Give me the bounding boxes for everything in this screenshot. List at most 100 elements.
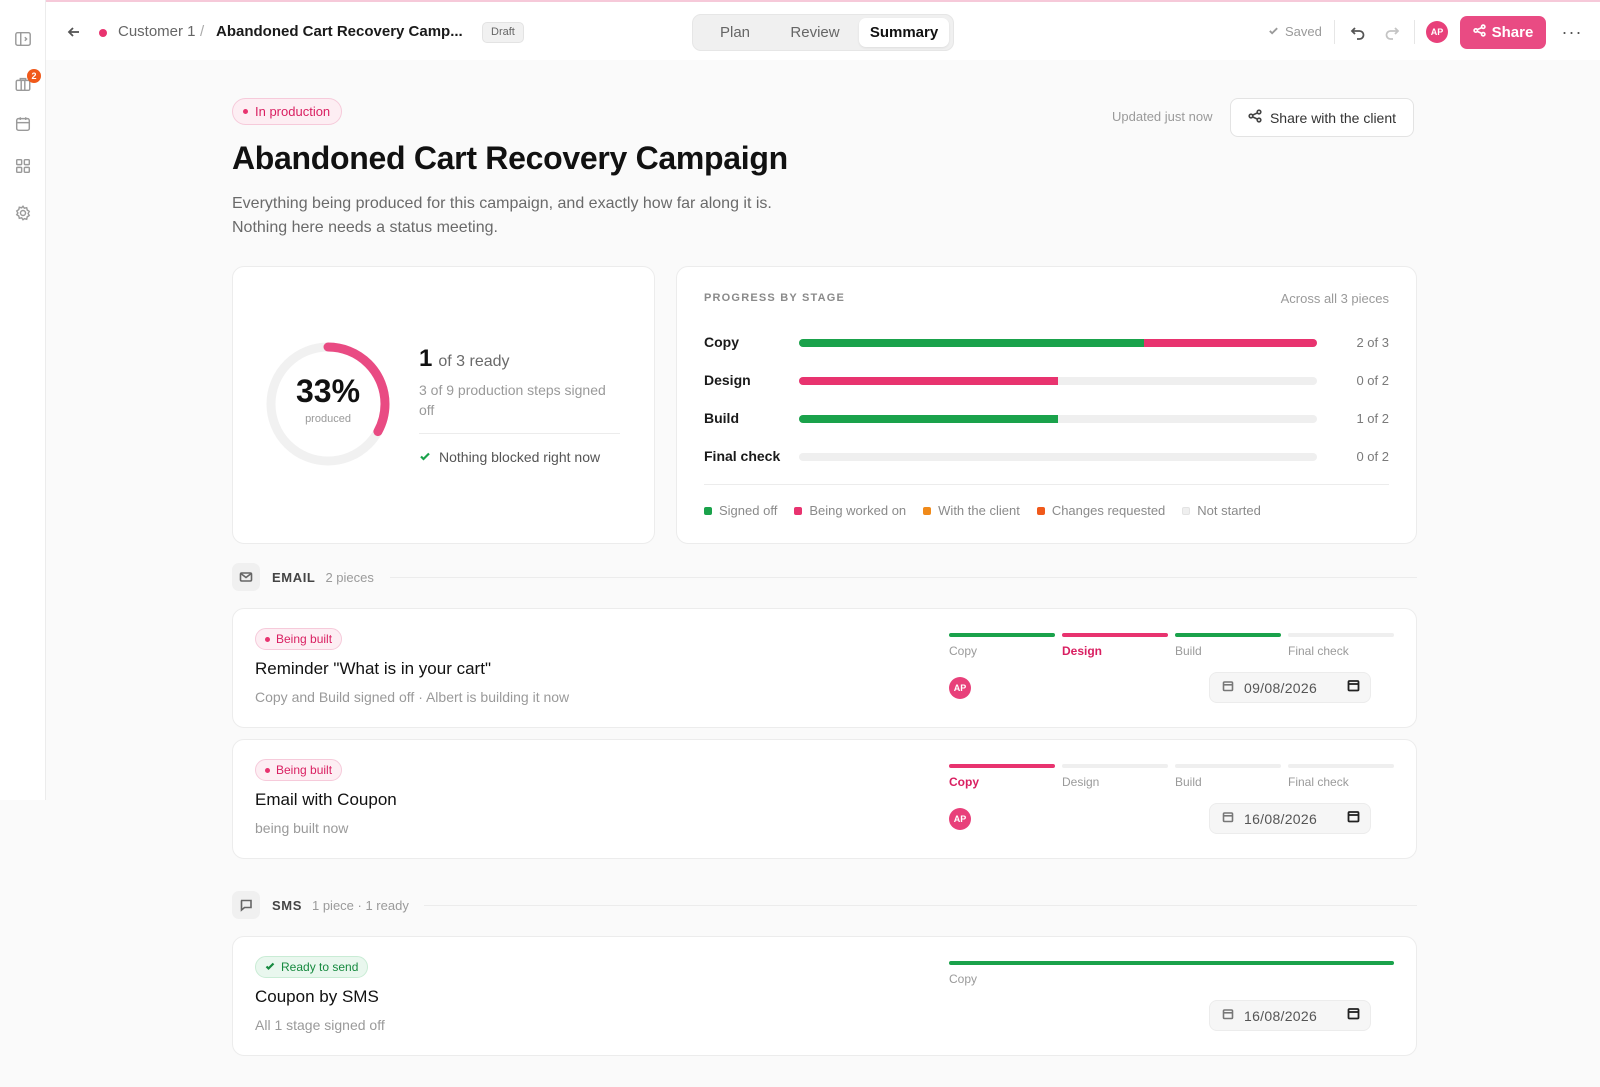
piece-stage: Build (1175, 764, 1281, 794)
due-date-field[interactable]: 16/08/2026 (1209, 803, 1371, 834)
tab-review[interactable]: Review (790, 24, 840, 41)
due-date-value: 16/08/2026 (1244, 1007, 1318, 1024)
donut-chart (266, 342, 390, 466)
percent-produced-label: produced (305, 413, 351, 425)
date-picker-icon[interactable] (1347, 679, 1360, 697)
ready-count: 1 of 3 ready (419, 345, 510, 373)
toolbar-divider (1334, 20, 1335, 44)
stage-progress-track (799, 377, 1317, 385)
email-section-header: EMAIL 2 pieces (232, 563, 374, 591)
steps-signed-off: 3 of 9 production steps signed off (419, 382, 606, 418)
piece-title: Coupon by SMS (255, 987, 379, 1006)
production-summary-card: 33% produced 1 of 3 ready 3 of 9 product… (232, 266, 655, 544)
due-date-field[interactable]: 16/08/2026 (1209, 1000, 1371, 1031)
stage-label: Copy (949, 775, 979, 789)
share-button[interactable]: Share (1460, 16, 1546, 49)
undo-icon[interactable] (1348, 22, 1368, 42)
stage-legend: Signed off Being worked on With the clie… (704, 503, 1261, 518)
stage-bar (949, 764, 1055, 768)
stage-label: Final check (1288, 775, 1349, 789)
breadcrumb-separator: / (200, 23, 205, 40)
percent-produced: 33% (295, 373, 361, 409)
segment-being-worked-on (1144, 339, 1317, 347)
user-avatar[interactable]: AP (1426, 21, 1448, 43)
campaign-status-badge: In production (232, 98, 343, 125)
legend-item: Changes requested (1036, 503, 1165, 518)
piece-subtitle: being built now (255, 820, 349, 836)
due-date-value: 16/08/2026 (1244, 810, 1318, 827)
divider (704, 484, 1389, 485)
stage-row-final-check: Final check 0 of 2 (704, 446, 1389, 466)
section-count: 2 pieces (325, 569, 374, 585)
divider (390, 577, 1417, 578)
assignee-avatar[interactable]: AP (949, 808, 971, 830)
piece-card[interactable]: Being built Reminder "What is in your ca… (232, 608, 1417, 728)
stage-label: Copy (949, 644, 978, 658)
stage-bar (1175, 764, 1281, 768)
stage-name: Design (704, 372, 751, 388)
donut-progress-arc (266, 342, 390, 466)
piece-title: Reminder "What is in your cart" (255, 659, 491, 678)
legend-item: Signed off (704, 503, 777, 518)
calendar-icon (1222, 810, 1234, 828)
page-description: Everything being produced for this campa… (232, 192, 772, 240)
piece-subtitle: Copy and Build signed off · Albert is bu… (255, 689, 570, 705)
assignee-avatar[interactable]: AP (949, 677, 971, 699)
stage-label: Final check (1288, 644, 1349, 658)
piece-stage: Copy (949, 633, 1055, 663)
divider (419, 433, 620, 434)
stage-bar (1062, 764, 1168, 768)
stage-bar (1062, 633, 1168, 637)
stage-bar (1175, 633, 1281, 637)
left-sidebar: 2 (0, 0, 46, 800)
section-count: 1 piece · 1 ready (311, 897, 409, 913)
date-picker-icon[interactable] (1347, 1007, 1360, 1025)
legend-label: Signed off (719, 503, 778, 518)
date-picker-icon[interactable] (1347, 810, 1360, 828)
customer-status-dot (99, 29, 107, 37)
piece-stage: Build (1175, 633, 1281, 663)
stage-label: Build (1175, 644, 1202, 658)
section-name: EMAIL (272, 569, 316, 585)
share-with-client-button[interactable]: Share with the client (1230, 98, 1414, 137)
piece-stage: Copy (949, 764, 1055, 794)
legend-label: Not started (1197, 503, 1261, 518)
share-icon (1248, 109, 1262, 126)
gear-icon[interactable] (13, 203, 33, 223)
calendar-icon[interactable] (13, 114, 33, 134)
notification-badge: 2 (27, 69, 41, 83)
blocked-status-label: Nothing blocked right now (439, 449, 601, 465)
back-arrow-icon[interactable] (64, 22, 84, 42)
piece-card[interactable]: Being built Email with Coupon being buil… (232, 739, 1417, 859)
briefcase-icon[interactable] (13, 74, 33, 94)
due-date-field[interactable]: 09/08/2026 (1209, 672, 1371, 703)
redo-icon[interactable] (1382, 22, 1402, 42)
share-with-client-label: Share with the client (1269, 109, 1397, 126)
grid-icon[interactable] (13, 156, 33, 176)
stage-count: 0 of 2 (1356, 449, 1389, 464)
tab-plan[interactable]: Plan (719, 24, 751, 41)
check-icon (1268, 24, 1279, 39)
breadcrumb-customer[interactable]: Customer 1 (118, 23, 196, 40)
top-bar: Customer 1 / Abandoned Cart Recovery Cam… (46, 0, 1600, 60)
progress-scope: Across all 3 pieces (1280, 291, 1389, 306)
legend-swatch (1036, 506, 1045, 515)
chat-bubble-icon (232, 891, 260, 919)
more-options-icon[interactable]: ··· (1561, 21, 1583, 42)
legend-swatch (704, 506, 712, 515)
blocked-status: Nothing blocked right now (419, 449, 600, 465)
share-icon (1472, 24, 1486, 41)
piece-stage: Design (1062, 764, 1168, 794)
check-icon (265, 957, 275, 977)
piece-status-label: Ready to send (281, 960, 359, 974)
draft-badge: Draft (482, 22, 524, 43)
piece-status-label: Being built (276, 763, 333, 777)
progress-donut: 33% produced (263, 339, 393, 469)
piece-card[interactable]: Ready to send Coupon by SMS All 1 stage … (232, 936, 1417, 1056)
stage-bar (949, 961, 1394, 965)
calendar-icon (1222, 1007, 1234, 1025)
stage-progress-track (799, 415, 1317, 423)
tab-summary[interactable]: Summary (859, 18, 949, 47)
piece-stage: Final check (1288, 633, 1394, 663)
sidebar-toggle-icon[interactable] (13, 29, 33, 49)
